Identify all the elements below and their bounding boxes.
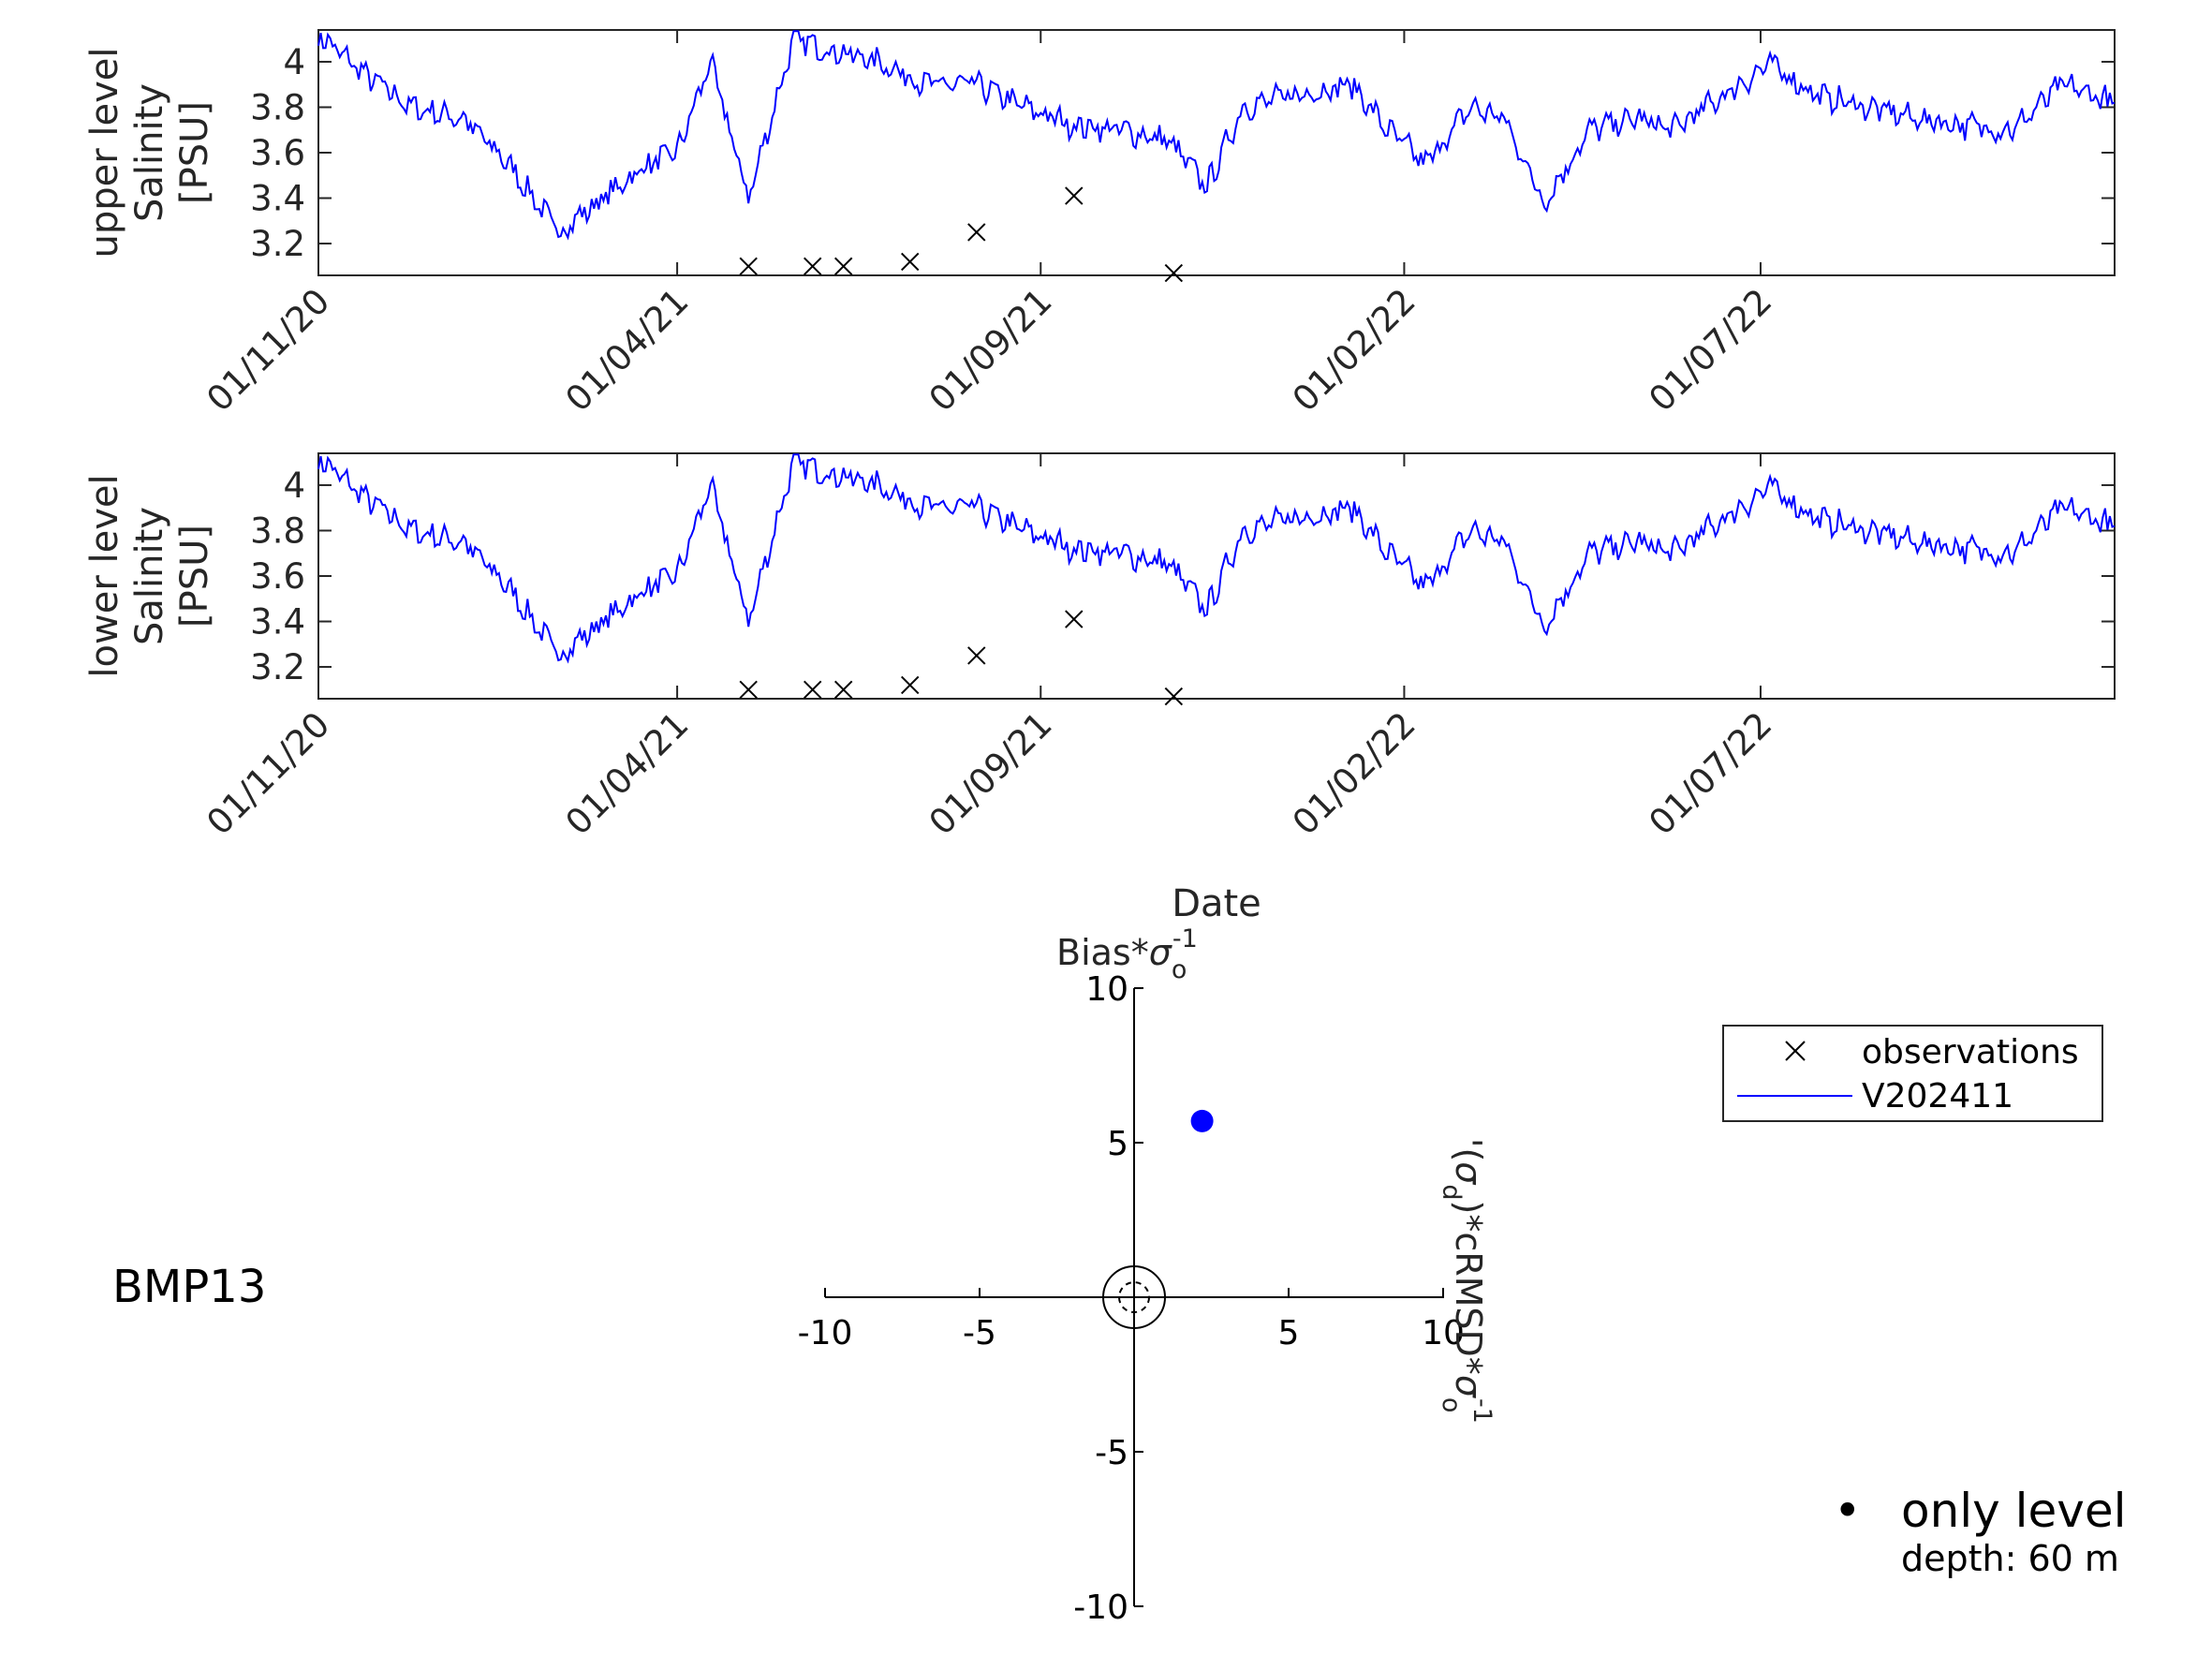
target-points	[1190, 1109, 1214, 1132]
observation-marker	[967, 646, 986, 665]
upper-level-panel: 3.2 3.4 3.6 3.8 4 01/11/20 01/04/21 01/09/21 01…	[83, 29, 2116, 420]
y-label-line-1: lower level	[83, 474, 126, 677]
y-axis-label: upper level Salinity [PSU]	[83, 47, 216, 258]
observation-marker	[803, 680, 822, 700]
y-ticks: 3.2 3.4 3.6 3.8 4	[250, 42, 2115, 264]
y-tick-label: 4	[283, 42, 305, 82]
target-inner-dashed-circle	[1118, 1281, 1150, 1313]
series-line-v202411	[317, 30, 2116, 241]
observation-marker	[1164, 687, 1184, 706]
y-label-line-3: [PSU]	[173, 101, 216, 204]
target-x-tick-label: 5	[1278, 1314, 1300, 1352]
x-tick-label: 01/09/21	[922, 281, 1060, 420]
observation-marker	[1065, 186, 1084, 205]
y-tick-label: 3.2	[250, 647, 305, 687]
observation-marker	[901, 252, 920, 272]
x-tick-label: 01/11/20	[199, 281, 337, 420]
y-tick-label: 3.4	[250, 602, 305, 643]
x-tick-label: 01/11/20	[199, 704, 337, 843]
observation-marker	[901, 675, 920, 695]
y-label-line-2: Salinity	[128, 507, 171, 645]
y-axis-label: lower level Salinity [PSU]	[83, 474, 216, 677]
x-tick-label: 01/02/22	[1285, 704, 1423, 843]
observation-marker	[739, 257, 758, 276]
x-tick-label: 01/04/21	[558, 281, 697, 420]
y-tick-label: 3.8	[250, 87, 305, 127]
y-tick-label: 3.8	[250, 510, 305, 551]
station-label: BMP13	[112, 1261, 266, 1313]
y-ticks: 3.23.4 3.6 3.84	[250, 466, 2115, 687]
target-y-axis-label: Bias*σo-1	[1056, 924, 1198, 984]
axes-box	[317, 452, 2116, 700]
observation-marker	[833, 680, 853, 700]
target-y-tick-label: 5	[1107, 1125, 1128, 1163]
y-tick-label: 3.6	[250, 556, 305, 597]
x-tick-label: 01/07/22	[1641, 281, 1779, 420]
legend-marker-x	[1785, 1041, 1806, 1061]
target-y-tick-label: -10	[1073, 1589, 1128, 1627]
observation-marker	[739, 680, 758, 700]
series-group	[317, 30, 2116, 283]
observation-marker	[833, 257, 853, 276]
observation-marker	[1065, 610, 1084, 628]
level-bullet: •	[1834, 1484, 1862, 1538]
y-tick-label: 3.4	[250, 179, 305, 219]
y-label-line-3: [PSU]	[173, 525, 216, 628]
y-tick-label: 3.2	[250, 224, 305, 264]
target-x-tick-label: -5	[963, 1314, 996, 1352]
y-tick-label: 4	[283, 466, 305, 506]
series-line-v202411	[317, 453, 2116, 664]
y-tick-label: 3.6	[250, 133, 305, 173]
series-group	[317, 453, 2116, 706]
target-y-tick-label: 10	[1085, 970, 1128, 1009]
lower-level-panel: 3.23.4 3.6 3.84 01/11/20 01/04/21 01/09/21 01…	[83, 452, 2116, 925]
x-tick-label: 01/04/21	[558, 704, 697, 843]
target-reference-circle	[1102, 1265, 1166, 1329]
depth-label: depth: 60 m	[1901, 1538, 2119, 1579]
observation-marker	[1164, 263, 1184, 283]
legend-label-v202411: V202411	[1862, 1077, 2013, 1116]
target-x-axis-label: '(σd)*cRMSD*σo-1	[1437, 1138, 1497, 1424]
target-x-tick-label: 10	[1422, 1314, 1465, 1352]
target-ticks: -10 -5 5 10 -10 -5 5 10	[798, 970, 1465, 1627]
legend-label-observations: observations	[1862, 1033, 2079, 1071]
axes-box	[317, 29, 2116, 276]
target-x-tick-label: -10	[798, 1314, 853, 1352]
y-label-line-1: upper level	[83, 47, 126, 258]
x-axis-label: Date	[1172, 882, 1261, 925]
legend: observations V202411	[1722, 1025, 2103, 1122]
x-tick-label: 01/07/22	[1641, 704, 1779, 843]
target-y-tick-label: -5	[1095, 1434, 1128, 1472]
observation-marker	[967, 223, 986, 242]
x-tick-label: 01/09/21	[922, 704, 1060, 843]
level-label: only level	[1901, 1484, 2127, 1538]
observation-marker	[803, 257, 822, 276]
target-diagram: -10 -5 5 10 -10 -5 5 10 Bias*σo-1 '(σd)*cRMSD*σ…	[112, 924, 2127, 1627]
y-label-line-2: Salinity	[128, 83, 171, 222]
target-point	[1190, 1109, 1214, 1132]
x-tick-label: 01/02/22	[1285, 281, 1423, 420]
